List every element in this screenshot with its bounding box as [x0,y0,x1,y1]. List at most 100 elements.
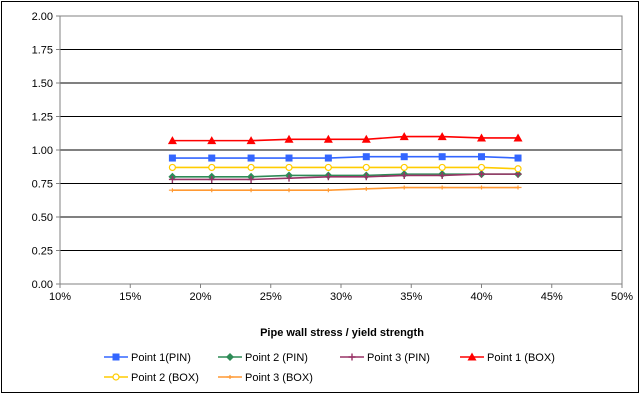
legend-swatch-marker [348,353,356,361]
data-point [362,173,370,181]
gridlines [60,49,622,251]
legend: Point 1(PIN) Point 2 (PIN) Point 3 (PIN) Po… [104,352,555,384]
legend-swatch-marker [112,353,120,361]
legend-item: Point 2 (PIN) [218,352,308,364]
data-point [477,133,486,142]
series-line [172,155,519,159]
data-point [246,136,256,145]
legend-item: Point 2 (BOX) [104,372,199,384]
data-point [400,171,408,179]
legend-label: Point 2 (BOX) [131,372,199,384]
data-point [513,133,523,142]
series-6 [168,185,522,193]
series-3 [168,170,522,183]
data-point [478,170,485,178]
data-point [285,188,293,193]
series-5 [168,163,522,173]
data-point [400,185,408,190]
data-point [208,188,216,193]
data-point [208,163,216,172]
data-point [247,154,255,162]
data-point [168,188,176,193]
y-tick-label: 0.25 [32,246,53,258]
data-point [167,136,177,145]
y-tick-label: 1.75 [32,45,53,57]
data-point [207,136,217,145]
legend-item: Point 1 (BOX) [460,352,555,364]
data-point [514,165,522,173]
data-point [400,153,408,161]
x-tick-label: 45% [541,291,563,303]
x-axis-ticks: 10% 15% 20% 25% 30% 35% 40% 45% 50% [49,284,633,303]
data-point [514,185,522,190]
data-point [438,171,446,179]
legend-item: Point 3 (PIN) [340,352,430,364]
data-point [323,134,333,143]
series-4 [167,132,523,145]
y-tick-label: 2.00 [32,11,53,23]
x-tick-label: 35% [400,291,422,303]
data-point [285,163,293,172]
series-layer [167,132,523,193]
data-point [285,154,293,162]
data-point [247,188,255,193]
data-point [478,153,485,161]
data-point [362,153,370,161]
data-point [168,154,176,162]
data-point [400,163,408,172]
y-axis-ticks: 0.00 0.25 0.50 0.75 1.00 1.25 1.50 1.75 2.00 [32,11,60,291]
legend-swatch-marker [226,353,234,361]
data-point [399,132,409,141]
y-tick-label: 0.00 [32,279,53,291]
data-point [324,173,332,181]
data-point [361,134,371,143]
x-tick-label: 15% [119,291,141,303]
x-tick-label: 10% [49,291,71,303]
series-1 [168,153,522,162]
data-point [438,163,446,172]
x-tick-label: 20% [189,291,211,303]
data-point [208,175,216,183]
y-tick-label: 0.50 [32,212,53,224]
legend-label: Point 2 (PIN) [245,352,308,364]
data-point [168,163,176,172]
series-line [172,186,519,191]
series-line [172,173,519,181]
data-point [478,185,485,190]
data-point [477,163,486,172]
data-point [362,186,370,191]
series-line [172,166,519,170]
legend-swatch-marker [226,375,234,379]
x-tick-label: 25% [260,291,282,303]
data-point [438,185,446,190]
x-tick-label: 50% [611,291,633,303]
data-point [362,163,370,172]
y-tick-label: 1.00 [32,145,53,157]
legend-label: Point 1(PIN) [131,352,191,364]
x-axis-title: Pipe wall stress / yield strength [260,327,424,339]
data-point [168,175,176,183]
data-point [208,154,216,162]
y-tick-label: 1.50 [32,78,53,90]
data-point [514,154,522,162]
legend-item: Point 1(PIN) [104,352,191,364]
series-line [172,135,519,142]
data-point [324,188,332,193]
data-point [437,132,447,141]
x-tick-label: 40% [470,291,492,303]
data-point [438,153,446,161]
y-tick-label: 0.75 [32,179,53,191]
legend-swatch-marker [112,373,120,381]
legend-label: Point 3 (PIN) [367,352,430,364]
data-point [285,174,293,182]
legend-label: Point 1 (BOX) [487,352,555,364]
data-point [247,163,255,172]
x-tick-label: 30% [330,291,352,303]
legend-label: Point 3 (BOX) [245,372,313,384]
data-point [324,154,332,162]
data-point [324,163,332,172]
data-point [284,134,294,143]
y-tick-label: 1.25 [32,112,53,124]
